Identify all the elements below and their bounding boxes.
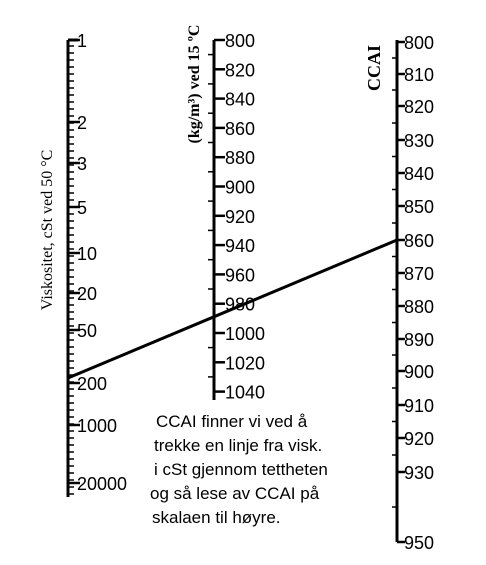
ccai-tick-label: 870 <box>404 264 434 284</box>
viscosity-tick-labels: 1 2 3 5 10 20 50 200 1000 20000 <box>77 31 127 494</box>
density-tick-label: 840 <box>225 90 255 110</box>
density-tick-label: 1040 <box>225 383 265 403</box>
density-tick-label: 940 <box>225 236 255 256</box>
viscosity-tick-label: 20 <box>77 284 97 304</box>
ccai-tick-label: 900 <box>404 362 434 382</box>
density-scale: 8008208408608809009209409609801000102010… <box>186 25 265 403</box>
density-tick-labels: 8008208408608809009209409609801000102010… <box>225 31 265 403</box>
ccai-tick-label: 890 <box>404 330 434 350</box>
density-tick-label: 800 <box>225 31 255 51</box>
caption-line: og så lese av CCAI på <box>150 484 320 503</box>
caption-line: CCAI finner vi ved å <box>156 412 308 431</box>
viscosity-tick-label: 10 <box>77 244 97 264</box>
density-tick-label: 860 <box>225 119 255 139</box>
caption-line: skalaen til høyre. <box>152 508 281 527</box>
density-axis-title: (kg/m³) ved 15 ºC <box>186 25 203 144</box>
ccai-tick-label: 850 <box>404 197 434 217</box>
viscosity-tick-label: 1 <box>77 31 87 51</box>
ccai-tick-label: 830 <box>404 131 434 151</box>
ccai-tick-label: 950 <box>404 533 434 553</box>
ccai-axis-title: CCAI <box>364 45 384 91</box>
caption-line: trekke en linje fra visk. <box>154 436 323 455</box>
ccai-tick-labels: 800 810 820 830 840 850 860 870 880 890 900 910 920 9… <box>404 33 434 553</box>
viscosity-tick-label: 200 <box>77 374 107 394</box>
density-tick-label: 1000 <box>225 324 265 344</box>
density-tick-label: 820 <box>225 60 255 80</box>
ccai-ticks <box>392 40 405 544</box>
explanation-caption: CCAI finner vi ved å trekke en linje fra… <box>146 410 376 530</box>
ccai-tick-label: 810 <box>404 65 434 85</box>
viscosity-tick-label: 2 <box>77 113 87 133</box>
ccai-tick-label: 910 <box>404 396 434 416</box>
ccai-tick-label: 840 <box>404 164 434 184</box>
ccai-tick-label: 800 <box>404 33 434 53</box>
density-tick-label: 1020 <box>225 353 265 373</box>
viscosity-scale: 1 2 3 5 10 20 50 200 1000 20000 Viskositet, cSt v… <box>39 31 127 497</box>
viscosity-tick-label: 5 <box>77 198 87 218</box>
density-tick-label: 960 <box>225 265 255 285</box>
viscosity-tick-label: 20000 <box>77 474 127 494</box>
ccai-tick-label: 880 <box>404 297 434 317</box>
viscosity-tick-label: 1000 <box>77 416 117 436</box>
density-tick-label: 900 <box>225 178 255 198</box>
density-tick-label: 880 <box>225 148 255 168</box>
ccai-tick-label: 920 <box>404 429 434 449</box>
viscosity-tick-label: 50 <box>77 321 97 341</box>
density-ticks <box>208 38 225 393</box>
viscosity-axis-title: Viskositet, cSt ved 50 °C <box>39 150 56 311</box>
ccai-tick-label: 860 <box>404 231 434 251</box>
ccai-scale: 800 810 820 830 840 850 860 870 880 890 900 910 920 9… <box>364 33 434 553</box>
viscosity-tick-label: 3 <box>77 154 87 174</box>
viscosity-ticks <box>68 38 80 495</box>
ccai-tick-label: 930 <box>404 463 434 483</box>
example-reading-line <box>67 238 398 380</box>
density-tick-label: 920 <box>225 207 255 227</box>
ccai-tick-label: 820 <box>404 97 434 117</box>
caption-line: i cSt gjennom tettheten <box>154 460 328 479</box>
